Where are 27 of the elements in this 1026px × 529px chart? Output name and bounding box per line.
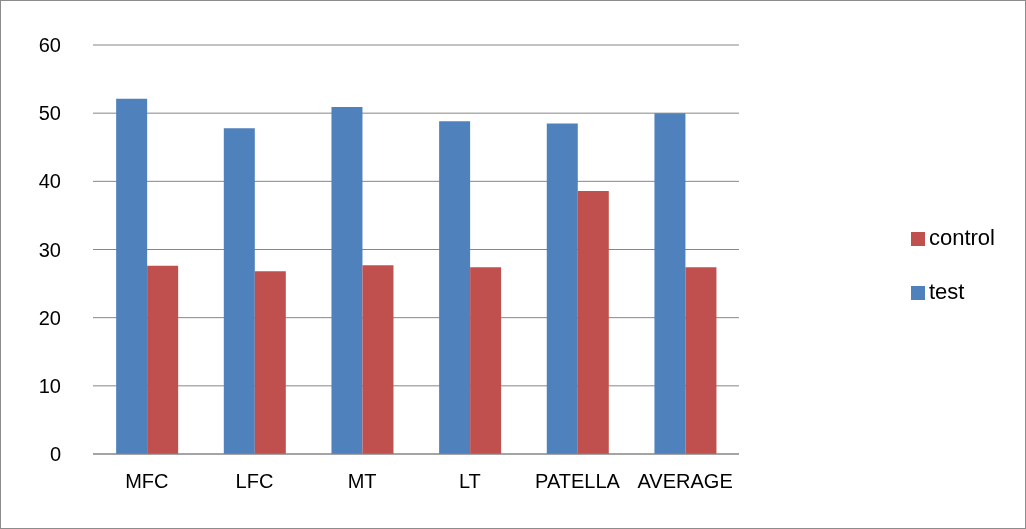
bar [470, 267, 502, 454]
x-tick-label: LT [458, 470, 481, 493]
bar [577, 190, 609, 454]
y-tick-label: 60 [38, 34, 61, 57]
bar [223, 128, 255, 454]
bar [546, 123, 578, 454]
x-tick-label: PATELLA [535, 470, 621, 493]
y-tick-label: 10 [38, 374, 61, 397]
y-tick-label: 30 [38, 238, 61, 261]
bar [147, 265, 179, 454]
legend-label: control [928, 224, 995, 250]
x-tick-label: MFC [125, 470, 169, 493]
bar [654, 113, 686, 454]
y-tick-label: 0 [49, 443, 61, 466]
bar [362, 265, 394, 454]
y-tick-label: 50 [38, 102, 61, 125]
bar [254, 271, 286, 454]
legend-label: test [928, 278, 965, 304]
y-tick-label: 20 [38, 306, 61, 329]
bar [331, 107, 363, 454]
bar [439, 121, 471, 454]
x-tick-label: MT [347, 470, 377, 493]
bar [116, 98, 148, 454]
x-tick-label: LFC [235, 470, 274, 493]
x-tick-label: AVERAGE [637, 470, 733, 493]
y-tick-label: 40 [38, 170, 61, 193]
bar [685, 267, 717, 454]
